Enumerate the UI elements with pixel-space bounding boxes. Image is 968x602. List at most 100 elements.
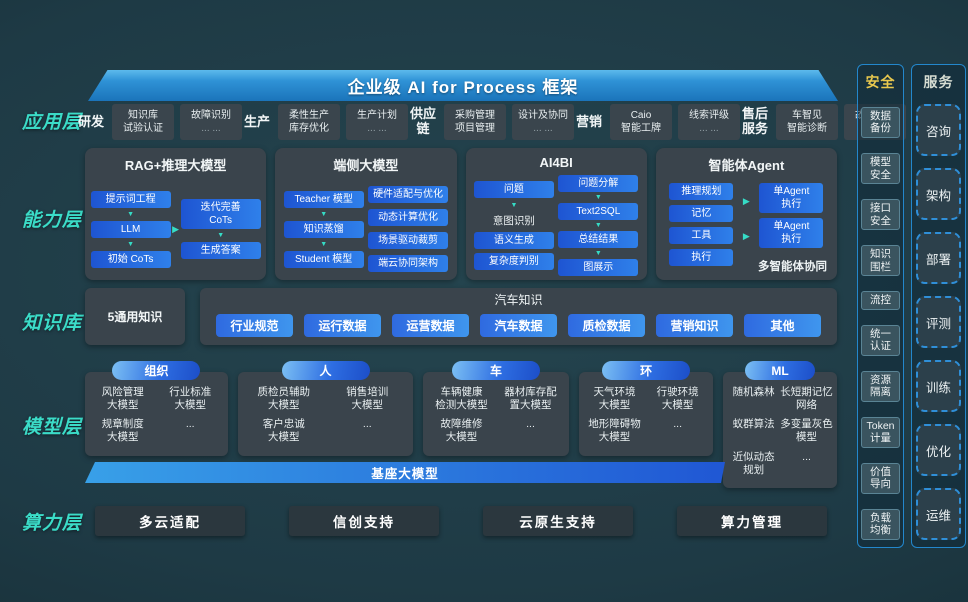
service-item: 评测 [916, 296, 961, 348]
auto-knowledge-panel: 汽车知识 行业规范 运行数据 运营数据 汽车数据 质检数据 营销知识 其他 [200, 288, 837, 345]
edge-tech: 动态计算优化 [368, 209, 449, 226]
model-item: 故障维修 大模型 [440, 418, 483, 444]
model-item: 行业标准 大模型 [169, 386, 212, 412]
model-group-environment: 环 天气环境 大模型 行驶环境 大模型 地形障碍物 大模型 ... [578, 361, 714, 456]
model-item: 行驶环境 大模型 [656, 386, 699, 412]
rag-step: 生成答案 [180, 242, 261, 259]
app-group-label: 生产 [243, 113, 270, 129]
edge-step: Teacher 模型 [283, 190, 364, 208]
model-item: 车辆健康 检测大模型 [435, 386, 488, 412]
ai4bi-step: 图展示 [558, 258, 639, 276]
app-feature-box: 知识库 试验认证 [112, 104, 174, 140]
security-item: 流控 [861, 291, 900, 310]
ai4bi-step: 问题分解 [558, 174, 639, 192]
panel-ai4bi: AI4BI 问题 ▼ 意图识别 语义生成 复杂度判别 问题分解 ▼ Text2S… [465, 148, 647, 280]
model-group-pill: ML [745, 361, 816, 380]
security-item: 负载 均衡 [861, 508, 900, 540]
app-feature-box: Caio 智能工牌 [610, 104, 672, 140]
security-item: 数据 备份 [861, 106, 900, 139]
compute-item: 算力管理 [677, 506, 827, 536]
service-item: 训练 [916, 360, 961, 412]
app-group-rd: 研发 知识库 试验认证 故障识别 ... ... [76, 104, 242, 140]
knowledge-item: 汽车数据 [480, 314, 557, 337]
model-group-vehicle: 车 车辆健康 检测大模型 器材库存配 置大模型 故障维修 大模型 ... [423, 361, 569, 456]
model-item: 蚁群算法 [732, 418, 775, 431]
arrow-down-icon: ▼ [594, 249, 602, 257]
agent-component: 推理规划 [669, 183, 734, 200]
security-column: 安全 数据 备份 模型 安全 接口 安全 知识 围栏 流控 统一 认证 资源 隔… [857, 64, 904, 548]
edge-step: Student 模型 [283, 250, 364, 268]
knowledge-item: 营销知识 [656, 314, 733, 337]
app-feature-line: 车智见 [792, 109, 822, 121]
service-title: 服务 [923, 74, 954, 90]
panel-agent: 智能体Agent 推理规划 记忆 工具 执行 ▶ ▶ 单Agent 执行 单Ag… [655, 148, 837, 280]
agent-component: 工具 [669, 227, 734, 244]
model-group-ml: ML 随机森林 长短期记忆 网络 蚁群算法 多变量灰色 模型 近似动态 规划 .… [723, 361, 837, 488]
model-group-pill: 组织 [112, 361, 201, 380]
service-item: 运维 [916, 488, 961, 540]
app-feature-line: 故障识别 [191, 109, 231, 121]
arrow-down-icon: ▼ [594, 193, 602, 201]
app-feature-line: 知识库 [128, 109, 158, 121]
rag-step: 提示词工程 [90, 190, 171, 208]
arrow-down-icon: ▼ [217, 232, 225, 239]
app-feature-box: 柔性生产 库存优化 [278, 104, 340, 140]
service-item: 部署 [916, 232, 961, 284]
general-knowledge-box: 5通用知识 [85, 288, 185, 345]
panel-title: RAG+推理大模型 [124, 158, 227, 173]
app-feature-line: ... ... [699, 123, 719, 134]
model-item: 天气环境 大模型 [593, 386, 636, 412]
ai4bi-step: 语义生成 [473, 231, 554, 249]
model-item: 客户忠诚 大模型 [262, 418, 305, 444]
model-item: 地形障碍物 大模型 [588, 418, 641, 444]
app-feature-line: 采购管理 [455, 109, 495, 121]
ai4bi-step: 总结结果 [558, 230, 639, 248]
app-feature-line: Caio [630, 109, 652, 121]
model-item: ... [673, 418, 683, 431]
security-item: 模型 安全 [861, 152, 900, 185]
model-item: ... [362, 418, 372, 431]
model-group-pill: 人 [281, 361, 370, 380]
model-item: 规章制度 大模型 [101, 418, 144, 444]
app-feature-box: 车智见 智能诊断 [776, 104, 838, 140]
app-feature-line: 生产计划 [357, 109, 397, 121]
app-feature-line: 库存优化 [289, 123, 329, 134]
app-group-marketing: 营销 Caio 智能工牌 线索评级 ... ... [574, 104, 740, 140]
edge-tech: 端云协同架构 [368, 255, 449, 272]
model-group-pill: 环 [602, 361, 691, 380]
service-column: 服务 咨询 架构 部署 评测 训练 优化 运维 [911, 64, 966, 548]
ai4bi-step-text: 意图识别 [492, 214, 535, 227]
app-feature-box: 设计及协同 ... ... [512, 104, 574, 140]
rag-step: 迭代完善 CoTs [180, 199, 261, 229]
knowledge-item: 运营数据 [392, 314, 469, 337]
ai4bi-step: 问题 [473, 180, 554, 198]
service-item: 优化 [916, 424, 961, 476]
service-item: 架构 [916, 168, 961, 220]
app-group-production: 生产 柔性生产 库存优化 生产计划 ... ... [242, 104, 408, 140]
arrow-down-icon: ▼ [320, 210, 328, 218]
app-feature-box: 故障识别 ... ... [180, 104, 242, 140]
layer-label-compute: 算力层 [22, 513, 83, 534]
panel-title: 智能体Agent [708, 158, 785, 173]
app-feature-box: 线索评级 ... ... [678, 104, 740, 140]
panel-rag: RAG+推理大模型 提示词工程 ▼ LLM ▼ 初始 CoTs ▶ 迭代完善 C… [85, 148, 267, 280]
arrow-right-icon: ▶ [172, 223, 180, 234]
layer-label-model: 模型层 [22, 417, 83, 438]
arrow-down-icon: ▼ [127, 240, 135, 248]
app-group-label: 研发 [77, 113, 104, 129]
rag-step: 初始 CoTs [90, 250, 171, 268]
compute-item: 多云适配 [95, 506, 245, 536]
model-item: 器材库存配 置大模型 [504, 386, 557, 412]
compute-layer-row: 多云适配 信创支持 云原生支持 算力管理 [85, 506, 837, 536]
layer-label-application: 应用层 [22, 112, 83, 133]
application-layer-row: 研发 知识库 试验认证 故障识别 ... ... 生产 柔性生产 库存优化 生产… [76, 99, 906, 145]
security-item: 接口 安全 [861, 198, 900, 231]
model-item: 多变量灰色 模型 [780, 418, 833, 444]
panel-title: AI4BI [539, 155, 573, 170]
multi-agent-note: 多智能体协同 [758, 261, 827, 273]
edge-tech: 硬件适配与优化 [368, 186, 449, 203]
rag-step: LLM [90, 220, 171, 238]
security-item: 资源 隔离 [861, 370, 900, 402]
ai4bi-step: 复杂度判别 [473, 252, 554, 270]
